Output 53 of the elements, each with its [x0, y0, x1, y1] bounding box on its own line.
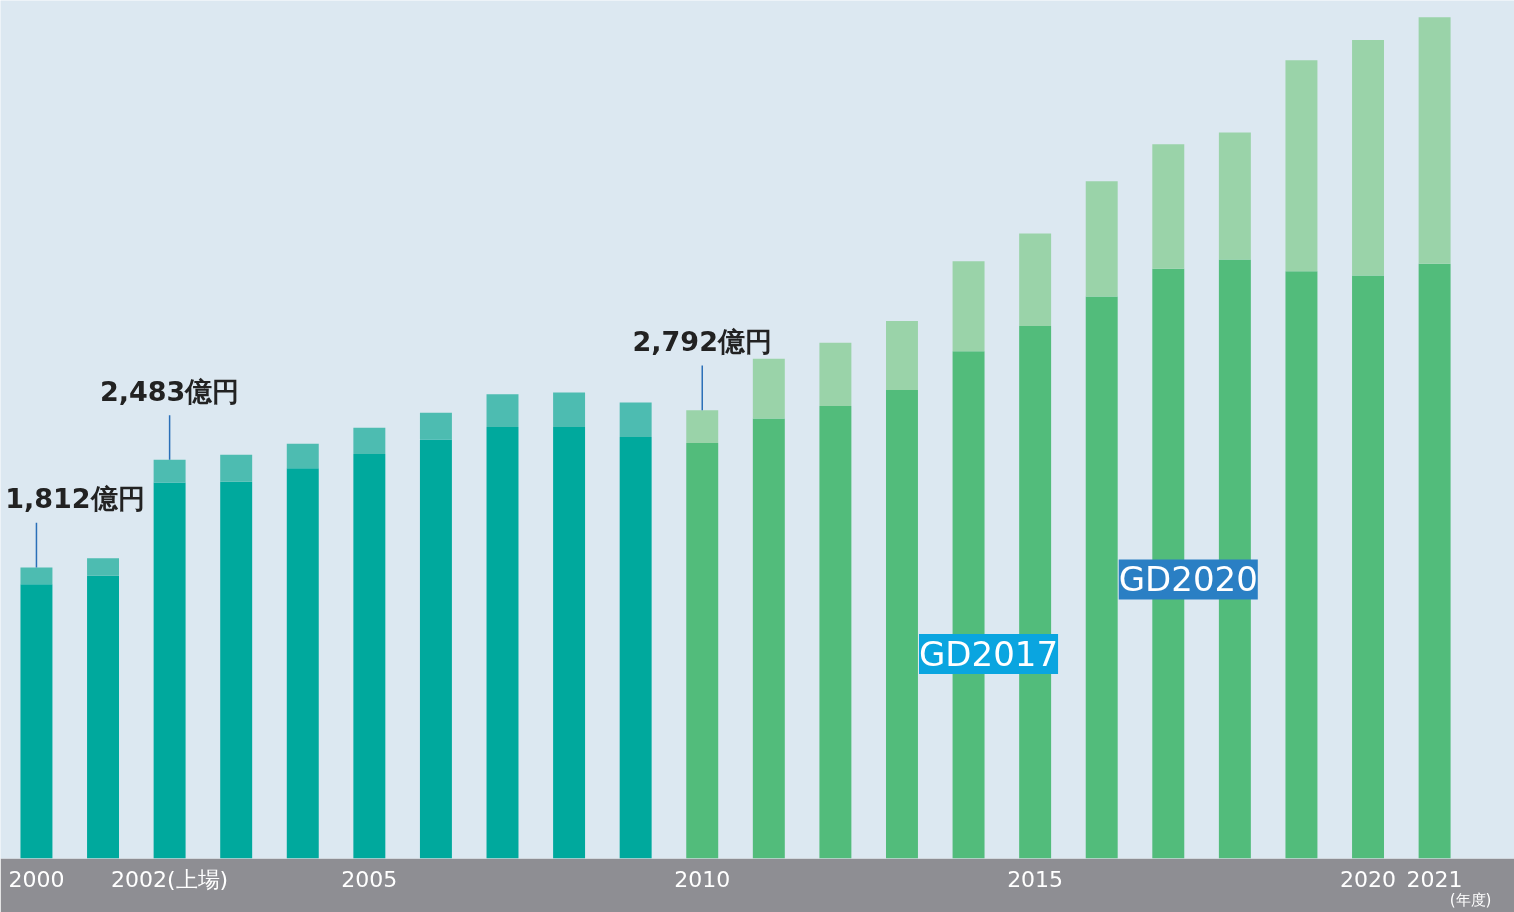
bar	[886, 320, 918, 390]
bar	[1352, 275, 1385, 859]
annotation: GD2017	[919, 634, 1059, 675]
bar	[686, 442, 719, 859]
x-tick-label: 2021	[1406, 866, 1463, 892]
annotation: GD2020	[1118, 559, 1258, 600]
bar	[619, 402, 652, 438]
bar	[819, 405, 852, 859]
annotation: 2,483億円	[99, 375, 240, 407]
bar	[153, 482, 186, 859]
bar	[752, 358, 785, 419]
bar	[486, 394, 519, 427]
bar	[819, 342, 852, 406]
x-axis-title: (年度)	[1449, 890, 1492, 909]
bar	[87, 575, 120, 859]
annotation: 2,792億円	[632, 325, 772, 357]
bar	[419, 412, 452, 440]
bar	[20, 584, 53, 859]
bar	[1085, 181, 1118, 297]
bar	[686, 410, 719, 443]
bar	[220, 454, 253, 482]
x-tick-label: 2020	[1340, 866, 1397, 892]
x-tick-label: 2015	[1007, 866, 1064, 892]
bar	[1352, 40, 1385, 276]
bar	[353, 453, 386, 859]
bar	[1218, 132, 1251, 260]
x-tick-label: 2005	[341, 866, 398, 892]
x-tick-label: 2010	[674, 866, 731, 892]
bar	[87, 558, 120, 576]
bar	[1418, 17, 1451, 264]
bar	[220, 481, 253, 859]
bar	[486, 426, 519, 859]
bar	[553, 392, 586, 427]
bar	[20, 567, 53, 585]
bar	[1418, 263, 1451, 859]
bar	[353, 427, 386, 454]
bar	[553, 426, 586, 859]
bar	[1285, 271, 1318, 859]
bar	[1085, 296, 1118, 859]
bar	[1152, 144, 1185, 269]
bar	[1285, 60, 1318, 272]
annotation: 1,812億円	[5, 483, 145, 515]
bar	[886, 389, 918, 859]
bar	[153, 459, 186, 483]
bar	[286, 443, 319, 469]
bar	[952, 261, 985, 352]
bar	[1019, 233, 1052, 327]
x-tick-label: 2000	[8, 866, 65, 892]
bar	[419, 439, 452, 859]
bar	[619, 437, 652, 859]
x-tick-label: 2002(上場)	[111, 866, 229, 892]
bar	[286, 468, 319, 859]
bar	[752, 418, 785, 859]
